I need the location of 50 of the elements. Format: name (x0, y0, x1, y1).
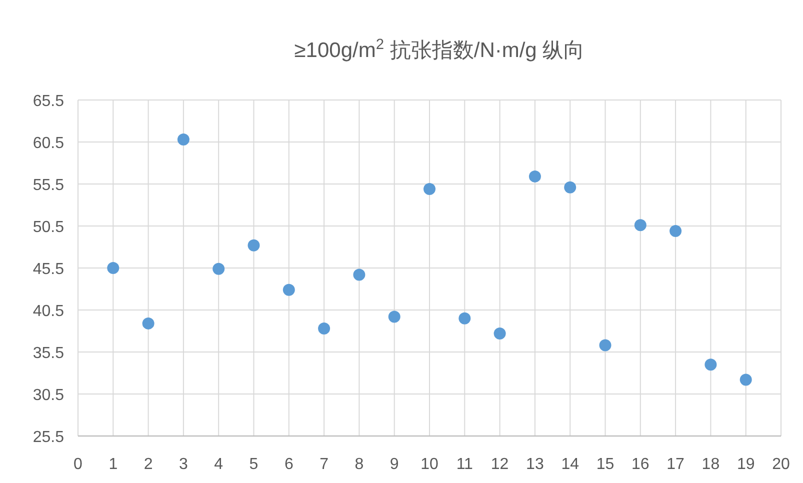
x-tick-label: 7 (320, 456, 329, 473)
point (353, 268, 366, 281)
x-tick-label: 14 (561, 456, 580, 473)
point (388, 310, 400, 323)
point (248, 239, 260, 252)
point (634, 219, 646, 232)
y-tick-label: 25.5 (32, 429, 64, 446)
point (704, 358, 717, 371)
x-tick-label: 15 (596, 456, 614, 473)
x-tick-label: 17 (666, 456, 685, 473)
point (177, 133, 190, 146)
point (212, 262, 225, 275)
point (564, 181, 576, 194)
x-tick-label: 12 (490, 456, 509, 473)
x-tick-label: 8 (354, 456, 364, 473)
y-tick-label: 50.5 (32, 219, 64, 236)
x-tick-label: 16 (632, 456, 650, 473)
x-tick-label: 20 (772, 456, 790, 473)
x-tick-label: 0 (74, 456, 83, 473)
point (318, 322, 330, 334)
x-tick-label: 10 (420, 456, 438, 473)
point (494, 328, 506, 340)
y-tick-label: 65.5 (32, 93, 64, 110)
x-tick-label: 4 (214, 456, 224, 473)
y-tick-label: 35.5 (32, 345, 64, 362)
point (142, 317, 154, 330)
point (424, 183, 436, 196)
x-tick-label: 2 (144, 456, 153, 473)
point (107, 262, 120, 274)
x-tick-label: 1 (108, 456, 118, 473)
x-tick-label: 13 (526, 456, 544, 473)
x-tick-label: 11 (456, 456, 474, 473)
point (458, 312, 471, 324)
chart-title: ≥100g/m$^{2}$ 抗张指数/N·m/g 纵向 (294, 37, 585, 62)
y-tick-label: 30.5 (32, 387, 64, 404)
point (528, 170, 541, 182)
point (282, 284, 295, 296)
point (599, 339, 612, 352)
point (740, 374, 752, 386)
y-tick-label: 55.5 (32, 177, 64, 194)
x-tick-label: 6 (284, 456, 294, 473)
x-tick-label: 9 (390, 456, 399, 473)
x-tick-label: 3 (178, 456, 188, 473)
point (670, 225, 682, 238)
y-tick-label: 60.5 (32, 135, 64, 152)
x-tick-label: 5 (249, 456, 258, 473)
x-tick-label: 18 (702, 456, 720, 473)
y-tick-label: 40.5 (32, 303, 64, 320)
x-tick-label: 19 (736, 456, 755, 473)
y-tick-label: 45.5 (32, 261, 64, 278)
